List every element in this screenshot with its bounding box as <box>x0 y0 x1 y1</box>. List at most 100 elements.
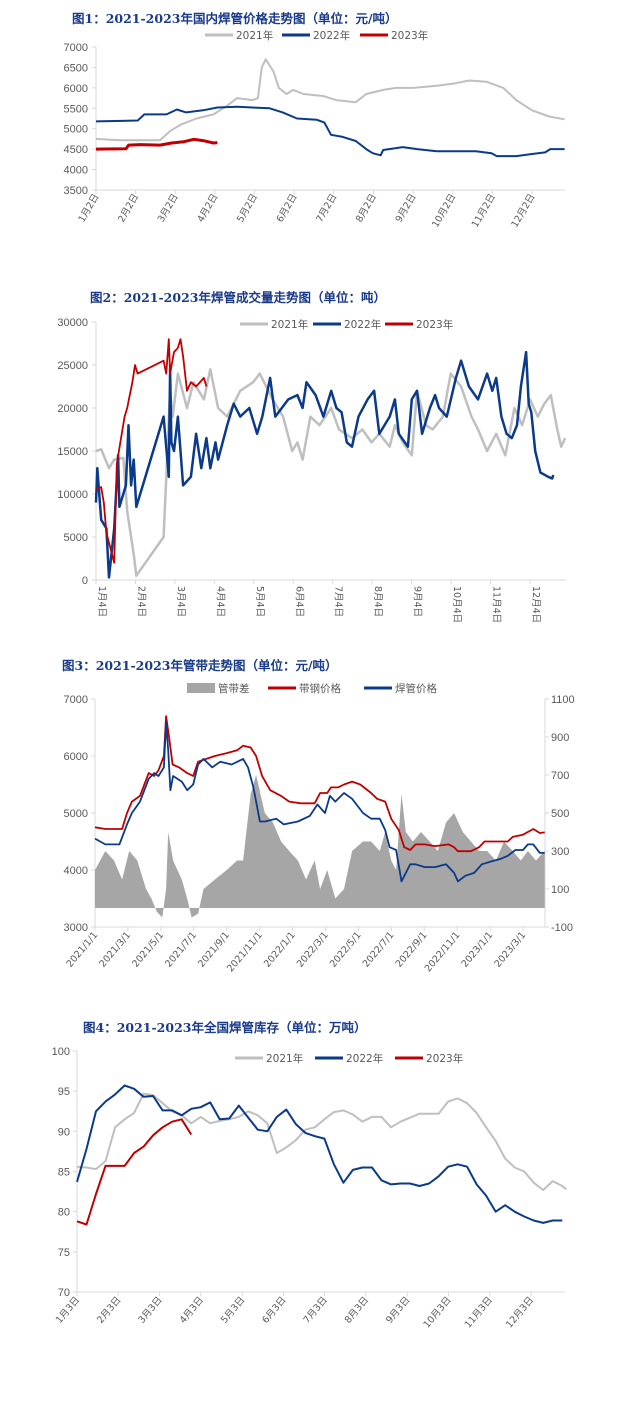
chart1-x-tick-label: 4月2日 <box>195 192 220 224</box>
chart4-y-tick-label: 80 <box>58 1207 70 1219</box>
chart4-series-2022年-line <box>76 1084 563 1224</box>
chart4-y-tick-label: 70 <box>58 1287 70 1299</box>
chart3-y2-tick-label: 300 <box>551 846 569 858</box>
chart3-y2-tick-label: 900 <box>551 732 569 744</box>
chart2-x-tick-label: 12月4日 <box>530 586 541 623</box>
chart2-y-tick-label: 20000 <box>57 403 88 415</box>
chart1-x-tick-label: 9月2日 <box>394 192 419 224</box>
chart4-x-tick-label: 8月3日 <box>343 1295 371 1326</box>
chart1-x-tick-label: 3月2日 <box>156 192 181 224</box>
chart3-x-tick-label: 2023/3/1 <box>492 930 528 970</box>
chart1-x-tick-label: 2月2日 <box>116 192 141 224</box>
chart4-x-tick-label: 6月3日 <box>260 1295 288 1326</box>
chart1-legend-label: 2022年 <box>313 29 350 42</box>
chart3-x-tick-label: 2021/3/1 <box>97 930 133 970</box>
chart2-x-tick-label: 1月4日 <box>96 586 107 617</box>
chart1-y-tick-label: 7000 <box>64 42 88 54</box>
chart2-y-tick-label: 30000 <box>57 317 88 329</box>
chart4-series-2023年-line <box>76 1118 193 1226</box>
chart2-y-tick-label: 0 <box>82 575 88 587</box>
chart1-x-tick-label: 8月2日 <box>354 192 379 224</box>
chart3-x-tick-label: 2023/1/1 <box>460 930 496 970</box>
chart2-legend-label: 2023年 <box>416 318 453 331</box>
chart3-x-tick-label: 2021/7/1 <box>163 930 199 970</box>
chart1-x-tick-label: 11月2日 <box>470 192 498 230</box>
chart3-x-tick-label: 2022/1/1 <box>262 930 298 970</box>
chart4-x-tick-label: 11月3日 <box>463 1295 495 1331</box>
chart4-x-tick-label: 4月3日 <box>178 1295 206 1326</box>
chart1-series-2021年-line <box>95 58 565 142</box>
chart1-y-tick-label: 4000 <box>64 165 88 177</box>
chart2-legend-label: 2022年 <box>344 318 381 331</box>
chart3-x-tick-label: 2021/9/1 <box>196 930 232 970</box>
chart3-y-tick-label: 7000 <box>64 694 88 706</box>
chart2-y-tick-label: 15000 <box>57 446 88 458</box>
chart3-x-tick-label: 2022/9/1 <box>394 930 430 970</box>
chart2-series-2023年-line <box>95 338 208 564</box>
chart3-y-tick-label: 3000 <box>64 922 88 934</box>
chart4-x-tick-label: 10月3日 <box>421 1295 453 1331</box>
chart2-x-tick-label: 9月4日 <box>412 586 423 617</box>
chart2-x-tick-label: 5月4日 <box>254 586 265 617</box>
chart2-x-tick-label: 11月4日 <box>491 586 502 623</box>
chart2-x-tick-label: 4月4日 <box>214 586 225 617</box>
chart1-series-2023年-line <box>95 137 218 151</box>
chart1-x-tick-label: 6月2日 <box>275 192 300 224</box>
chart2-x-tick-label: 7月4日 <box>333 586 344 617</box>
chart1-x-tick-label: 5月2日 <box>235 192 260 224</box>
chart4-legend-label: 2022年 <box>346 1052 383 1065</box>
chart4-y-tick-label: 75 <box>58 1247 70 1259</box>
chart3-series-管带差-area <box>95 775 545 918</box>
chart1-x-tick-label: 10月2日 <box>430 192 458 230</box>
chart3-series-焊管价格-line <box>94 720 545 883</box>
chart4-x-tick-label: 2月3日 <box>95 1295 123 1326</box>
chart2-series-2021年-line <box>95 368 567 577</box>
chart4-x-tick-label: 7月3日 <box>302 1295 330 1326</box>
chart4-legend-label: 2023年 <box>426 1052 463 1065</box>
chart3-legend-label: 焊管价格 <box>395 682 437 695</box>
chart4-y-tick-label: 85 <box>58 1167 70 1179</box>
chart2-y-tick-label: 25000 <box>57 360 88 372</box>
chart3-legend-label: 带钢价格 <box>299 682 341 695</box>
chart4-series-2021年-line <box>76 1092 567 1191</box>
chart3-y2-tick-label: 700 <box>551 770 569 782</box>
chart4-y-tick-label: 100 <box>52 1046 70 1058</box>
chart4-x-tick-label: 12月3日 <box>504 1295 536 1331</box>
chart3-x-tick-label: 2022/7/1 <box>361 930 397 970</box>
chart1-x-tick-label: 12月2日 <box>510 192 538 230</box>
chart3-y2-tick-label: 1100 <box>551 694 575 706</box>
chart1-y-tick-label: 5500 <box>64 103 88 115</box>
chart2-x-tick-label: 2月4日 <box>135 586 146 617</box>
chart3-title: 图3：2021-2023年管带走势图（单位：元/吨） <box>62 658 338 673</box>
chart3-x-tick-label: 2021/5/1 <box>130 930 166 970</box>
chart1-y-tick-label: 3500 <box>64 185 88 197</box>
chart1-y-tick-label: 6000 <box>64 83 88 95</box>
chart1-y-tick-label: 6500 <box>64 62 88 74</box>
chart1-legend-label: 2023年 <box>391 29 428 42</box>
chart4-x-tick-label: 1月3日 <box>54 1295 82 1326</box>
chart2-series-2022年-line <box>94 350 555 579</box>
chart3-x-tick-label: 2022/5/1 <box>328 930 364 970</box>
chart3-y2-tick-label: 500 <box>551 808 569 820</box>
chart2-title: 图2：2021-2023年焊管成交量走势图（单位：吨） <box>90 290 386 305</box>
chart1-legend-label: 2021年 <box>236 29 273 42</box>
chart3-y2-tick-label: 100 <box>551 884 569 896</box>
chart2-x-tick-label: 6月4日 <box>293 586 304 617</box>
chart4-y-tick-label: 90 <box>58 1126 70 1138</box>
chart4-x-tick-label: 5月3日 <box>219 1295 247 1326</box>
chart4-x-tick-label: 9月3日 <box>384 1295 412 1326</box>
chart3-y-tick-label: 4000 <box>64 865 88 877</box>
chart4-y-tick-label: 95 <box>58 1086 70 1098</box>
chart2-x-tick-label: 3月4日 <box>175 586 186 617</box>
chart4-legend-label: 2021年 <box>266 1052 303 1065</box>
chart2-y-tick-label: 5000 <box>64 532 88 544</box>
chart1-series-2022年-line <box>95 105 565 158</box>
chart2-x-tick-label: 10月4日 <box>451 586 462 623</box>
chart2-legend-label: 2021年 <box>271 318 308 331</box>
chart1-y-tick-label: 5000 <box>64 124 88 136</box>
chart2-x-tick-label: 8月4日 <box>372 586 383 617</box>
chart1-x-tick-label: 7月2日 <box>314 192 339 224</box>
chart3-y-tick-label: 5000 <box>64 808 88 820</box>
